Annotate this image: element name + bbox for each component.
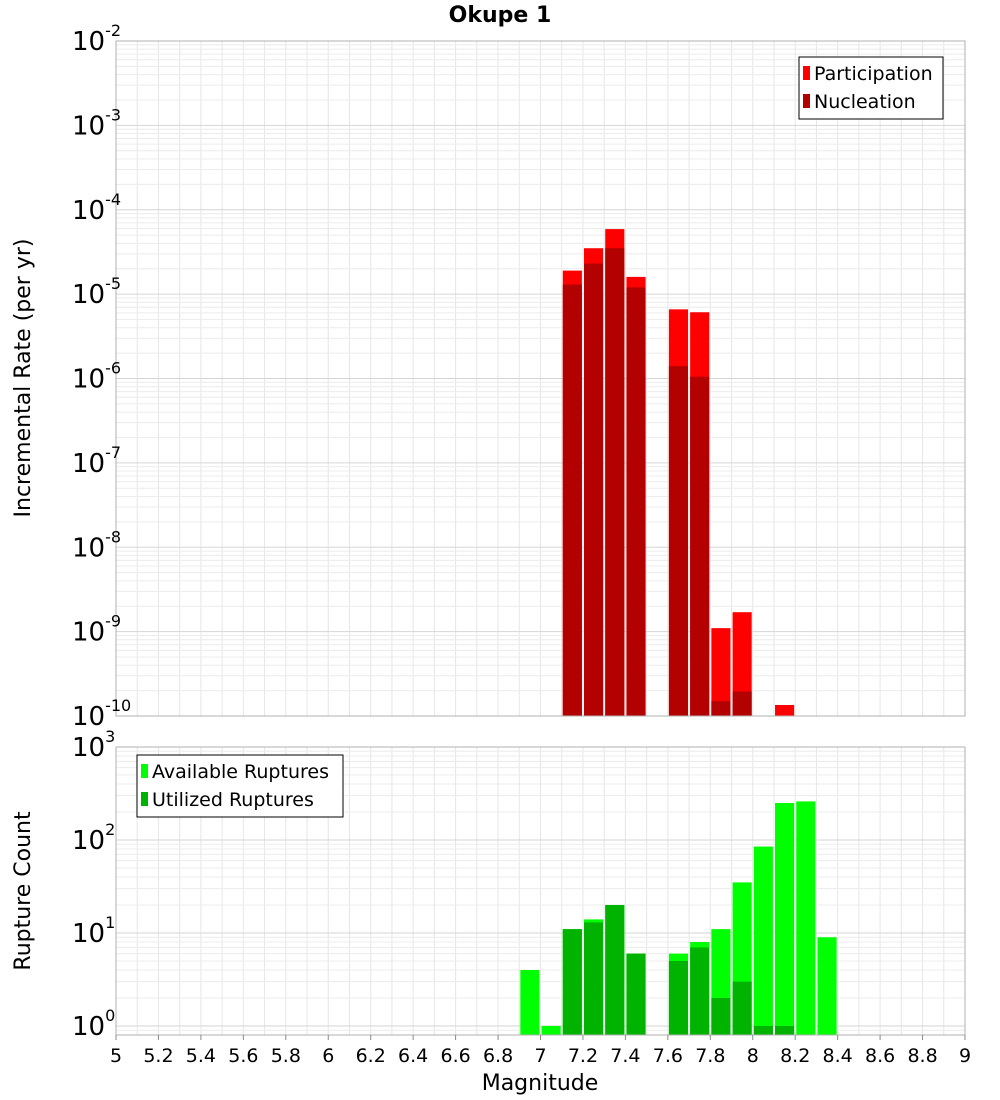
y-tick-label: 10-7	[72, 443, 121, 479]
utilized-bar	[775, 1025, 795, 1035]
x-tick-label: 5.6	[228, 1045, 258, 1067]
x-tick-label: 9	[959, 1045, 971, 1067]
x-tick-label: 5.2	[143, 1045, 173, 1067]
y-tick-label: 10-3	[72, 105, 121, 141]
nucleation-bar	[562, 284, 582, 716]
legend-swatch	[803, 66, 810, 80]
legend-label: Utilized Ruptures	[152, 789, 314, 811]
utilized-bar	[668, 960, 689, 1035]
utilized-bar	[711, 997, 731, 1035]
utilized-bar	[584, 922, 604, 1035]
participation-bar	[711, 628, 731, 716]
nucleation-bar	[605, 248, 625, 717]
nucleation-bar	[626, 287, 646, 716]
nucleation-bar	[668, 366, 689, 716]
legend: Participation Nucleation	[798, 56, 944, 120]
x-tick-label: 7.4	[610, 1045, 640, 1067]
legend-label: Available Ruptures	[152, 761, 329, 783]
legend-label: Participation	[814, 63, 933, 85]
legend-box	[136, 754, 344, 818]
x-tick-label: 7.6	[653, 1045, 683, 1067]
y-axis-label: Incremental Rate (per yr)	[11, 239, 36, 518]
x-tick-label: 5.8	[271, 1045, 301, 1067]
y-tick-label: 10-9	[72, 612, 121, 648]
nucleation-bar	[732, 691, 752, 716]
y-tick-label: 10-10	[72, 696, 131, 732]
nucleation-bar	[690, 376, 710, 716]
y-tick-label: 10-4	[72, 190, 121, 226]
y-tick-label: 100	[72, 1006, 115, 1042]
legend-swatch	[141, 764, 148, 778]
legend-label: Nucleation	[814, 91, 916, 113]
legend-swatch	[141, 792, 148, 806]
nucleation-bar	[584, 263, 604, 716]
y-tick-label: 10-6	[72, 359, 121, 395]
x-tick-label: 8.6	[865, 1045, 895, 1067]
available-bar	[775, 802, 795, 1035]
utilized-bar	[732, 981, 752, 1035]
utilized-bar	[605, 904, 625, 1035]
y-tick-label: 102	[72, 820, 115, 856]
x-tick-label: 6.4	[398, 1045, 428, 1067]
x-tick-label: 6.8	[483, 1045, 513, 1067]
chart-title: Okupe 1	[449, 3, 552, 28]
utilized-bar	[753, 1025, 773, 1035]
x-tick-label: 5	[110, 1045, 122, 1067]
x-tick-label: 7	[534, 1045, 546, 1067]
nucleation-bar	[711, 701, 731, 716]
x-tick-label: 7.2	[568, 1045, 598, 1067]
x-tick-label: 7.8	[695, 1045, 725, 1067]
x-tick-label: 8	[747, 1045, 759, 1067]
available-bar	[796, 801, 816, 1035]
legend-swatch	[803, 94, 810, 108]
participation-bar	[775, 705, 795, 716]
available-bar	[817, 937, 837, 1035]
y-tick-label: 10-2	[72, 21, 121, 57]
utilized-bar	[690, 947, 710, 1035]
y-tick-label: 101	[72, 913, 115, 949]
x-tick-label: 6	[322, 1045, 334, 1067]
y-axis-label: Rupture Count	[11, 811, 36, 971]
plot-frame	[115, 40, 966, 717]
x-tick-label: 8.8	[907, 1045, 937, 1067]
available-bar	[541, 1025, 561, 1035]
y-tick-label: 103	[72, 727, 115, 763]
legend-box	[798, 56, 944, 120]
x-tick-label: 8.4	[823, 1045, 853, 1067]
available-bar	[753, 846, 773, 1035]
y-tick-label: 10-8	[72, 527, 121, 563]
x-axis-label: Magnitude	[482, 1071, 599, 1096]
x-tick-label: 6.2	[356, 1045, 386, 1067]
y-tick-label: 10-5	[72, 274, 121, 310]
utilized-bar	[626, 953, 646, 1035]
rate-plot: 10-10 10-9 10-8 10-7 10-6 10-5 10-4 10-3 10-2 Inc…	[11, 21, 966, 732]
x-tick-label: 5.4	[186, 1045, 216, 1067]
participation-bar	[732, 612, 752, 716]
x-tick-label: 8.2	[780, 1045, 810, 1067]
utilized-bar	[562, 929, 582, 1035]
available-bar	[520, 969, 540, 1035]
legend: Available Ruptures Utilized Ruptures	[136, 754, 344, 818]
x-tick-label: 6.6	[440, 1045, 470, 1067]
